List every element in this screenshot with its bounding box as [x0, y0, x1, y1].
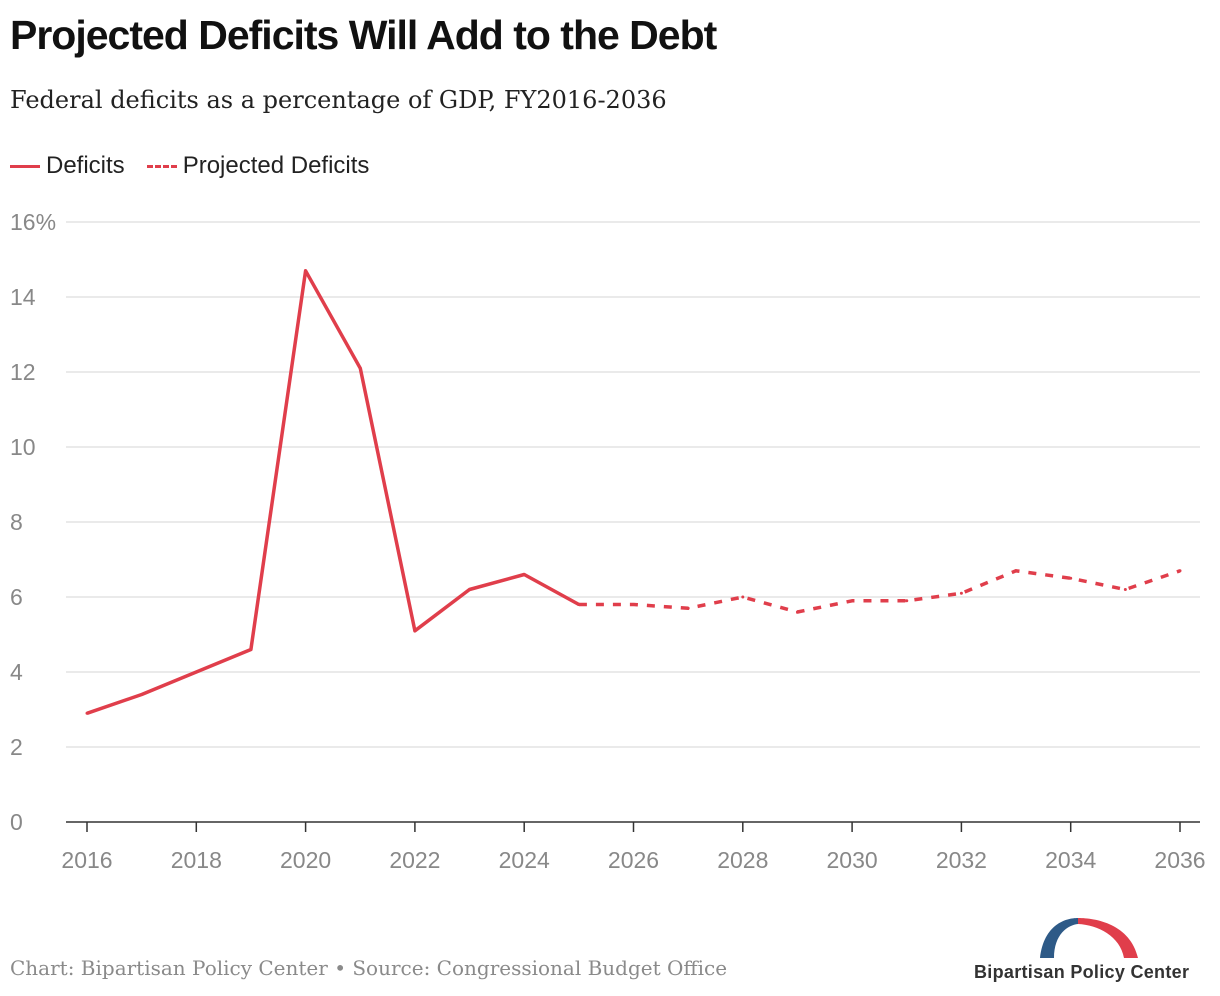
- projected-data-point: [741, 595, 745, 599]
- arch-logo-icon: [1040, 918, 1138, 958]
- y-tick-label: 8: [10, 509, 23, 535]
- deficit-data-point: [304, 269, 308, 273]
- projected-data-point: [850, 599, 854, 603]
- y-tick-label: 10: [10, 434, 36, 460]
- y-tick-label: 14: [10, 284, 36, 310]
- x-tick-label: 2018: [171, 847, 222, 873]
- x-tick-label: 2020: [280, 847, 331, 873]
- x-tick-label: 2022: [389, 847, 440, 873]
- deficit-data-point: [358, 366, 362, 370]
- chart-title: Projected Deficits Will Add to the Debt: [10, 12, 717, 58]
- projected-data-point: [959, 591, 963, 595]
- y-tick-label: 0: [10, 809, 23, 835]
- projected-deficits-line: [578, 569, 1181, 614]
- grid-layer: [66, 221, 1200, 748]
- projected-data-point: [795, 610, 799, 614]
- deficit-data-point: [468, 588, 472, 591]
- axis-layer: 0 2 4 6 8 10 12 14 16% 2016 2018 2020 2022 2024 2026 20…: [10, 209, 1206, 873]
- x-tick-label: 2026: [608, 847, 659, 873]
- x-tick-label: 2024: [499, 847, 550, 873]
- deficits-line: [86, 269, 580, 715]
- legend-label-deficits: Deficits: [46, 152, 125, 179]
- deficit-data-point: [194, 670, 198, 674]
- x-tick-label: 2028: [717, 847, 768, 873]
- x-tick-label: 2030: [827, 847, 878, 873]
- projected-data-point: [1014, 569, 1018, 573]
- legend-swatch-solid: [10, 164, 40, 168]
- legend-item-projected: Projected Deficits: [146, 152, 370, 180]
- logo-text: Bipartisan Policy Center: [974, 962, 1190, 982]
- chart-source-footer: Chart: Bipartisan Policy Center • Source…: [10, 956, 728, 980]
- y-tick-label: 4: [10, 659, 23, 685]
- x-tick-label: 2036: [1154, 847, 1205, 873]
- deficit-data-point: [249, 648, 253, 651]
- y-tick-label: 6: [10, 584, 23, 610]
- x-tick-label: 2032: [936, 847, 987, 873]
- projected-data-point: [632, 603, 635, 606]
- legend: Deficits Projected Deficits: [10, 152, 391, 180]
- deficit-data-point: [413, 629, 417, 633]
- chart-subtitle: Federal deficits as a percentage of GDP,…: [10, 86, 667, 114]
- legend-swatch-dashed: [146, 164, 177, 168]
- y-tick-label: 12: [10, 359, 36, 385]
- x-tick-label: 2034: [1045, 847, 1096, 873]
- deficit-data-point: [85, 711, 89, 715]
- x-tick-label: 2016: [61, 847, 112, 873]
- deficit-data-point: [522, 573, 526, 576]
- projected-data-point: [905, 599, 909, 603]
- projected-data-point: [1069, 576, 1073, 580]
- legend-label-projected: Projected Deficits: [182, 152, 370, 179]
- projected-data-point: [1123, 588, 1127, 591]
- series-layer: [85, 269, 1182, 715]
- projected-data-point: [1178, 569, 1182, 573]
- legend-item-deficits: Deficits: [10, 152, 125, 180]
- y-tick-label: 16%: [10, 209, 56, 235]
- projected-data-point: [686, 606, 690, 610]
- projected-data-point: [577, 603, 581, 606]
- bpc-logo: Bipartisan Policy Center: [970, 914, 1210, 984]
- deficit-data-point: [140, 693, 144, 696]
- y-tick-label: 2: [10, 734, 23, 760]
